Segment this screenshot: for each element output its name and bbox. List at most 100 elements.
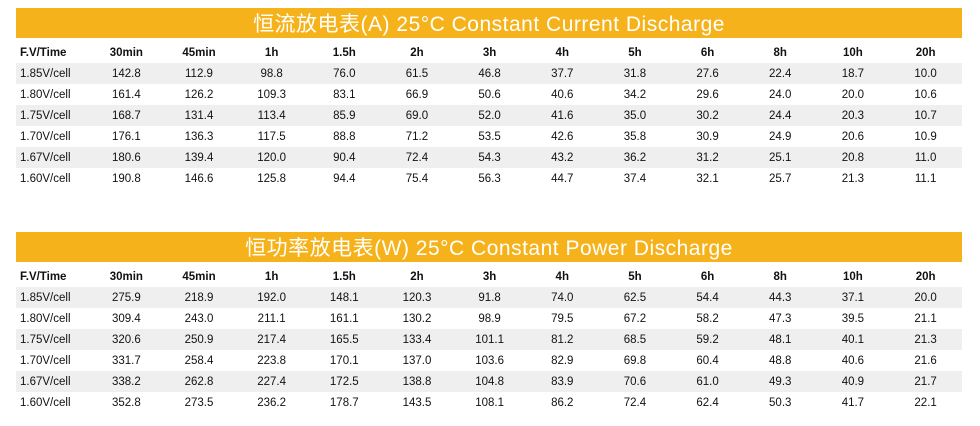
column-header: 45min: [182, 270, 216, 283]
value-cell: 146.6: [162, 168, 236, 189]
value-cell: 76.0: [307, 63, 381, 84]
table-row: 1.85V/cell 275.9 218.9 192.0 148.1 120.3 91.8 7…: [16, 287, 962, 308]
column-header: 6h: [700, 46, 715, 59]
value-cell: 35.8: [598, 126, 672, 147]
value-cell: 320.6: [90, 329, 163, 350]
value-cell: 125.8: [235, 168, 308, 189]
table-row: 1.75V/cell 320.6 250.9 217.4 165.5 133.4 101.1…: [16, 329, 962, 350]
value-cell: 94.4: [307, 168, 381, 189]
value-cell: 24.9: [743, 126, 817, 147]
value-cell: 262.8: [162, 371, 236, 392]
value-cell: 101.1: [453, 329, 526, 350]
value-cell: 69.0: [380, 105, 454, 126]
value-cell: 72.4: [380, 147, 454, 168]
value-cell: 52.0: [453, 105, 526, 126]
row-label-cell: 1.75V/cell: [16, 105, 90, 126]
value-cell: 68.5: [598, 329, 672, 350]
value-cell: 40.6: [816, 350, 890, 371]
table-row: 1.60V/cell 190.8 146.6 125.8 94.4 75.4 56.3 44.…: [16, 168, 962, 189]
value-cell: 62.4: [671, 392, 744, 413]
value-cell: 133.4: [380, 329, 454, 350]
row-label-cell: 1.60V/cell: [16, 168, 90, 189]
value-cell: 172.5: [307, 371, 381, 392]
value-cell: 112.9: [162, 63, 236, 84]
column-header: 30min: [109, 46, 143, 59]
value-cell: 243.0: [162, 308, 236, 329]
row-label-cell: 1.80V/cell: [16, 308, 90, 329]
value-cell: 108.1: [453, 392, 526, 413]
value-cell: 120.3: [380, 287, 454, 308]
value-cell: 98.8: [235, 63, 308, 84]
value-cell: 56.3: [453, 168, 526, 189]
value-cell: 20.0: [889, 287, 962, 308]
value-cell: 40.6: [525, 84, 599, 105]
value-cell: 41.6: [525, 105, 599, 126]
value-cell: 21.1: [889, 308, 962, 329]
value-cell: 273.5: [162, 392, 236, 413]
value-cell: 309.4: [90, 308, 163, 329]
value-cell: 24.0: [743, 84, 817, 105]
value-cell: 20.6: [816, 126, 890, 147]
row-label-cell: 1.80V/cell: [16, 84, 90, 105]
value-cell: 61.5: [380, 63, 454, 84]
row-label-cell: 1.67V/cell: [16, 147, 90, 168]
value-cell: 72.4: [598, 392, 672, 413]
column-header: 1h: [264, 46, 279, 59]
table-row: 1.70V/cell 176.1 136.3 117.5 88.8 71.2 53.5 42.…: [16, 126, 962, 147]
column-header: 8h: [773, 270, 787, 283]
value-cell: 39.5: [816, 308, 890, 329]
value-cell: 161.1: [307, 308, 381, 329]
column-header: 3h: [482, 46, 497, 59]
value-cell: 34.2: [598, 84, 672, 105]
value-cell: 178.7: [307, 392, 381, 413]
row-label-cell: 1.75V/cell: [16, 329, 90, 350]
column-header: 5h: [628, 270, 642, 283]
value-cell: 168.7: [90, 105, 163, 126]
constant-current-title: 恒流放电表(A) 25°C Constant Current Discharge: [16, 8, 962, 38]
row-label-cell: 1.70V/cell: [16, 126, 90, 147]
value-cell: 30.2: [671, 105, 744, 126]
value-cell: 170.1: [307, 350, 381, 371]
value-cell: 10.0: [889, 63, 962, 84]
value-cell: 54.3: [453, 147, 526, 168]
value-cell: 120.0: [235, 147, 308, 168]
column-header: 10h: [842, 270, 863, 283]
value-cell: 143.5: [380, 392, 454, 413]
value-cell: 258.4: [162, 350, 236, 371]
value-cell: 29.6: [671, 84, 744, 105]
value-cell: 85.9: [307, 105, 381, 126]
row-label-cell: 1.70V/cell: [16, 350, 90, 371]
value-cell: 117.5: [235, 126, 308, 147]
value-cell: 37.7: [525, 63, 599, 84]
value-cell: 27.6: [671, 63, 744, 84]
table-row: 1.70V/cell 331.7 258.4 223.8 170.1 137.0 103.6…: [16, 350, 962, 371]
value-cell: 43.2: [525, 147, 599, 168]
value-cell: 30.9: [671, 126, 744, 147]
value-cell: 69.8: [598, 350, 672, 371]
value-cell: 352.8: [90, 392, 163, 413]
value-cell: 104.8: [453, 371, 526, 392]
value-cell: 35.0: [598, 105, 672, 126]
table-row: 1.80V/cell 309.4 243.0 211.1 161.1 130.2 98.9 7…: [16, 308, 962, 329]
column-header: F.V/Time: [20, 46, 67, 59]
value-cell: 25.7: [743, 168, 817, 189]
value-cell: 223.8: [235, 350, 308, 371]
value-cell: 20.0: [816, 84, 890, 105]
value-cell: 83.9: [525, 371, 599, 392]
value-cell: 21.6: [889, 350, 962, 371]
value-cell: 53.5: [453, 126, 526, 147]
value-cell: 79.5: [525, 308, 599, 329]
value-cell: 11.1: [889, 168, 962, 189]
value-cell: 331.7: [90, 350, 163, 371]
value-cell: 44.7: [525, 168, 599, 189]
value-cell: 59.2: [671, 329, 744, 350]
table-header: F.V/Time 30min 45min 1h 1.5h 2h 3h 4h 5h…: [16, 266, 962, 287]
value-cell: 46.8: [453, 63, 526, 84]
row-label-cell: 1.60V/cell: [16, 392, 90, 413]
value-cell: 236.2: [235, 392, 308, 413]
value-cell: 338.2: [90, 371, 163, 392]
value-cell: 41.7: [816, 392, 890, 413]
column-header: 20h: [915, 46, 936, 59]
value-cell: 20.8: [816, 147, 890, 168]
value-cell: 10.9: [889, 126, 962, 147]
